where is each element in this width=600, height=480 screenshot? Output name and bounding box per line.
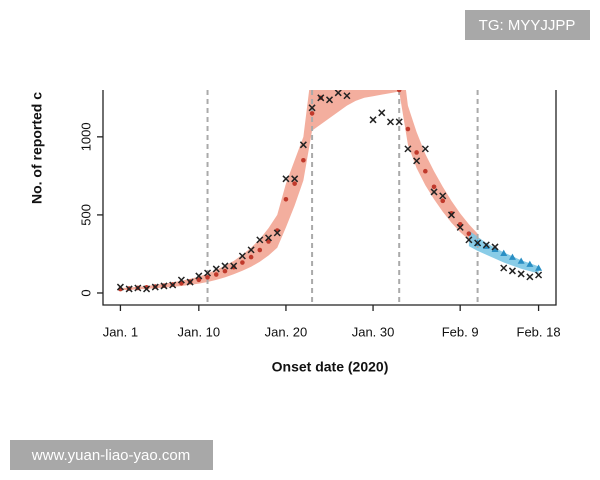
fitted-point bbox=[405, 126, 411, 132]
fitted-point bbox=[248, 254, 254, 260]
fitted-point bbox=[292, 181, 297, 186]
y-axis-label: No. of reported c bbox=[29, 92, 45, 204]
y-tick-label: 500 bbox=[78, 204, 93, 226]
fitted-point bbox=[266, 239, 271, 244]
observed-point bbox=[308, 104, 316, 112]
fitted-point bbox=[222, 268, 228, 274]
y-tick-label: 0 bbox=[78, 289, 93, 296]
fitted-point bbox=[414, 150, 419, 155]
observed-point bbox=[456, 223, 464, 231]
watermark: TG: MYYJJPP bbox=[479, 17, 576, 34]
observed-point bbox=[230, 262, 238, 270]
watermark: www.yuan-liao-yao.com bbox=[31, 447, 190, 464]
observed-point bbox=[334, 90, 342, 97]
x-tick-label: Feb. 9 bbox=[442, 324, 479, 339]
fitted-point bbox=[309, 111, 315, 116]
y-tick-label: 1000 bbox=[78, 122, 93, 151]
observed-point bbox=[535, 271, 543, 279]
fitted-point bbox=[327, 80, 332, 85]
observed-point bbox=[282, 175, 290, 183]
x-tick-label: Jan. 30 bbox=[352, 324, 395, 339]
fitted-point bbox=[466, 231, 472, 236]
predicted-point bbox=[500, 249, 508, 256]
observed-point bbox=[526, 273, 534, 281]
fitted-point bbox=[240, 260, 245, 265]
observed-point bbox=[204, 269, 212, 277]
observed-point bbox=[125, 285, 133, 293]
observed-point bbox=[195, 272, 203, 280]
observed-point bbox=[474, 239, 482, 247]
fitted-point bbox=[213, 272, 219, 277]
observed-point bbox=[299, 141, 307, 149]
observed-point bbox=[160, 282, 168, 290]
x-tick-label: Jan. 20 bbox=[265, 324, 308, 339]
observed-point bbox=[273, 229, 281, 237]
fitted-point bbox=[431, 184, 437, 190]
observed-point bbox=[465, 236, 473, 244]
axes-frame bbox=[102, 90, 557, 306]
fitted-point bbox=[301, 157, 306, 163]
x-tick-label: Jan. 10 bbox=[177, 324, 220, 339]
fitted-point bbox=[362, 49, 367, 54]
fitted-point bbox=[396, 90, 402, 93]
observed-point bbox=[482, 241, 490, 249]
observed-point bbox=[395, 118, 403, 126]
fitted-point bbox=[283, 196, 289, 202]
fitted-point bbox=[257, 247, 263, 253]
fitted-point bbox=[440, 198, 446, 204]
observed-point bbox=[517, 270, 525, 278]
observed-point bbox=[413, 157, 421, 165]
observed-point bbox=[212, 265, 220, 273]
observed-point bbox=[404, 145, 412, 153]
observed-point bbox=[186, 278, 194, 286]
x-tick-label: Jan. 1 bbox=[103, 324, 138, 339]
observed-point bbox=[116, 283, 124, 291]
x-axis-label: Onset date (2020) bbox=[272, 359, 389, 375]
watermark-box bbox=[465, 10, 590, 40]
observed-point bbox=[264, 234, 273, 242]
fitted-point bbox=[379, 64, 384, 69]
observed-point bbox=[430, 188, 438, 196]
observed-point bbox=[386, 118, 395, 126]
plot-area bbox=[116, 49, 543, 305]
predicted-point bbox=[526, 260, 534, 267]
observed-point bbox=[508, 267, 516, 275]
observed-point bbox=[421, 145, 429, 153]
observed-point bbox=[256, 236, 264, 244]
observed-point bbox=[291, 175, 299, 183]
observed-point bbox=[134, 284, 142, 292]
observed-point bbox=[369, 116, 377, 124]
fitted-point bbox=[388, 72, 393, 77]
observed-point bbox=[151, 283, 159, 291]
fitted-point bbox=[196, 277, 202, 283]
fitted-point bbox=[205, 275, 210, 280]
observed-point bbox=[238, 252, 246, 260]
fitted-point bbox=[371, 56, 376, 61]
x-tick-label: Feb. 18 bbox=[517, 324, 561, 339]
predicted-point bbox=[508, 253, 516, 260]
fitted-point bbox=[353, 49, 358, 54]
observed-point bbox=[169, 281, 177, 289]
observed-point bbox=[325, 96, 334, 104]
observed-point bbox=[343, 92, 351, 100]
fitted-point bbox=[336, 64, 341, 69]
observed-point bbox=[378, 109, 386, 117]
observed-point bbox=[491, 243, 499, 251]
observed-point bbox=[247, 246, 255, 254]
observed-point bbox=[177, 276, 185, 284]
observed-point bbox=[317, 94, 325, 102]
predicted-point bbox=[517, 257, 525, 264]
observed-point bbox=[221, 262, 229, 270]
observed-point bbox=[500, 264, 508, 272]
watermark-box bbox=[10, 440, 213, 470]
observed-point bbox=[143, 285, 151, 293]
predicted-point bbox=[535, 264, 543, 271]
confidence-band bbox=[120, 90, 478, 291]
predicted-point bbox=[491, 245, 499, 253]
observed-point bbox=[447, 211, 455, 219]
observed-point bbox=[439, 192, 447, 200]
fitted-point bbox=[345, 56, 350, 61]
fitted-point bbox=[423, 168, 428, 174]
